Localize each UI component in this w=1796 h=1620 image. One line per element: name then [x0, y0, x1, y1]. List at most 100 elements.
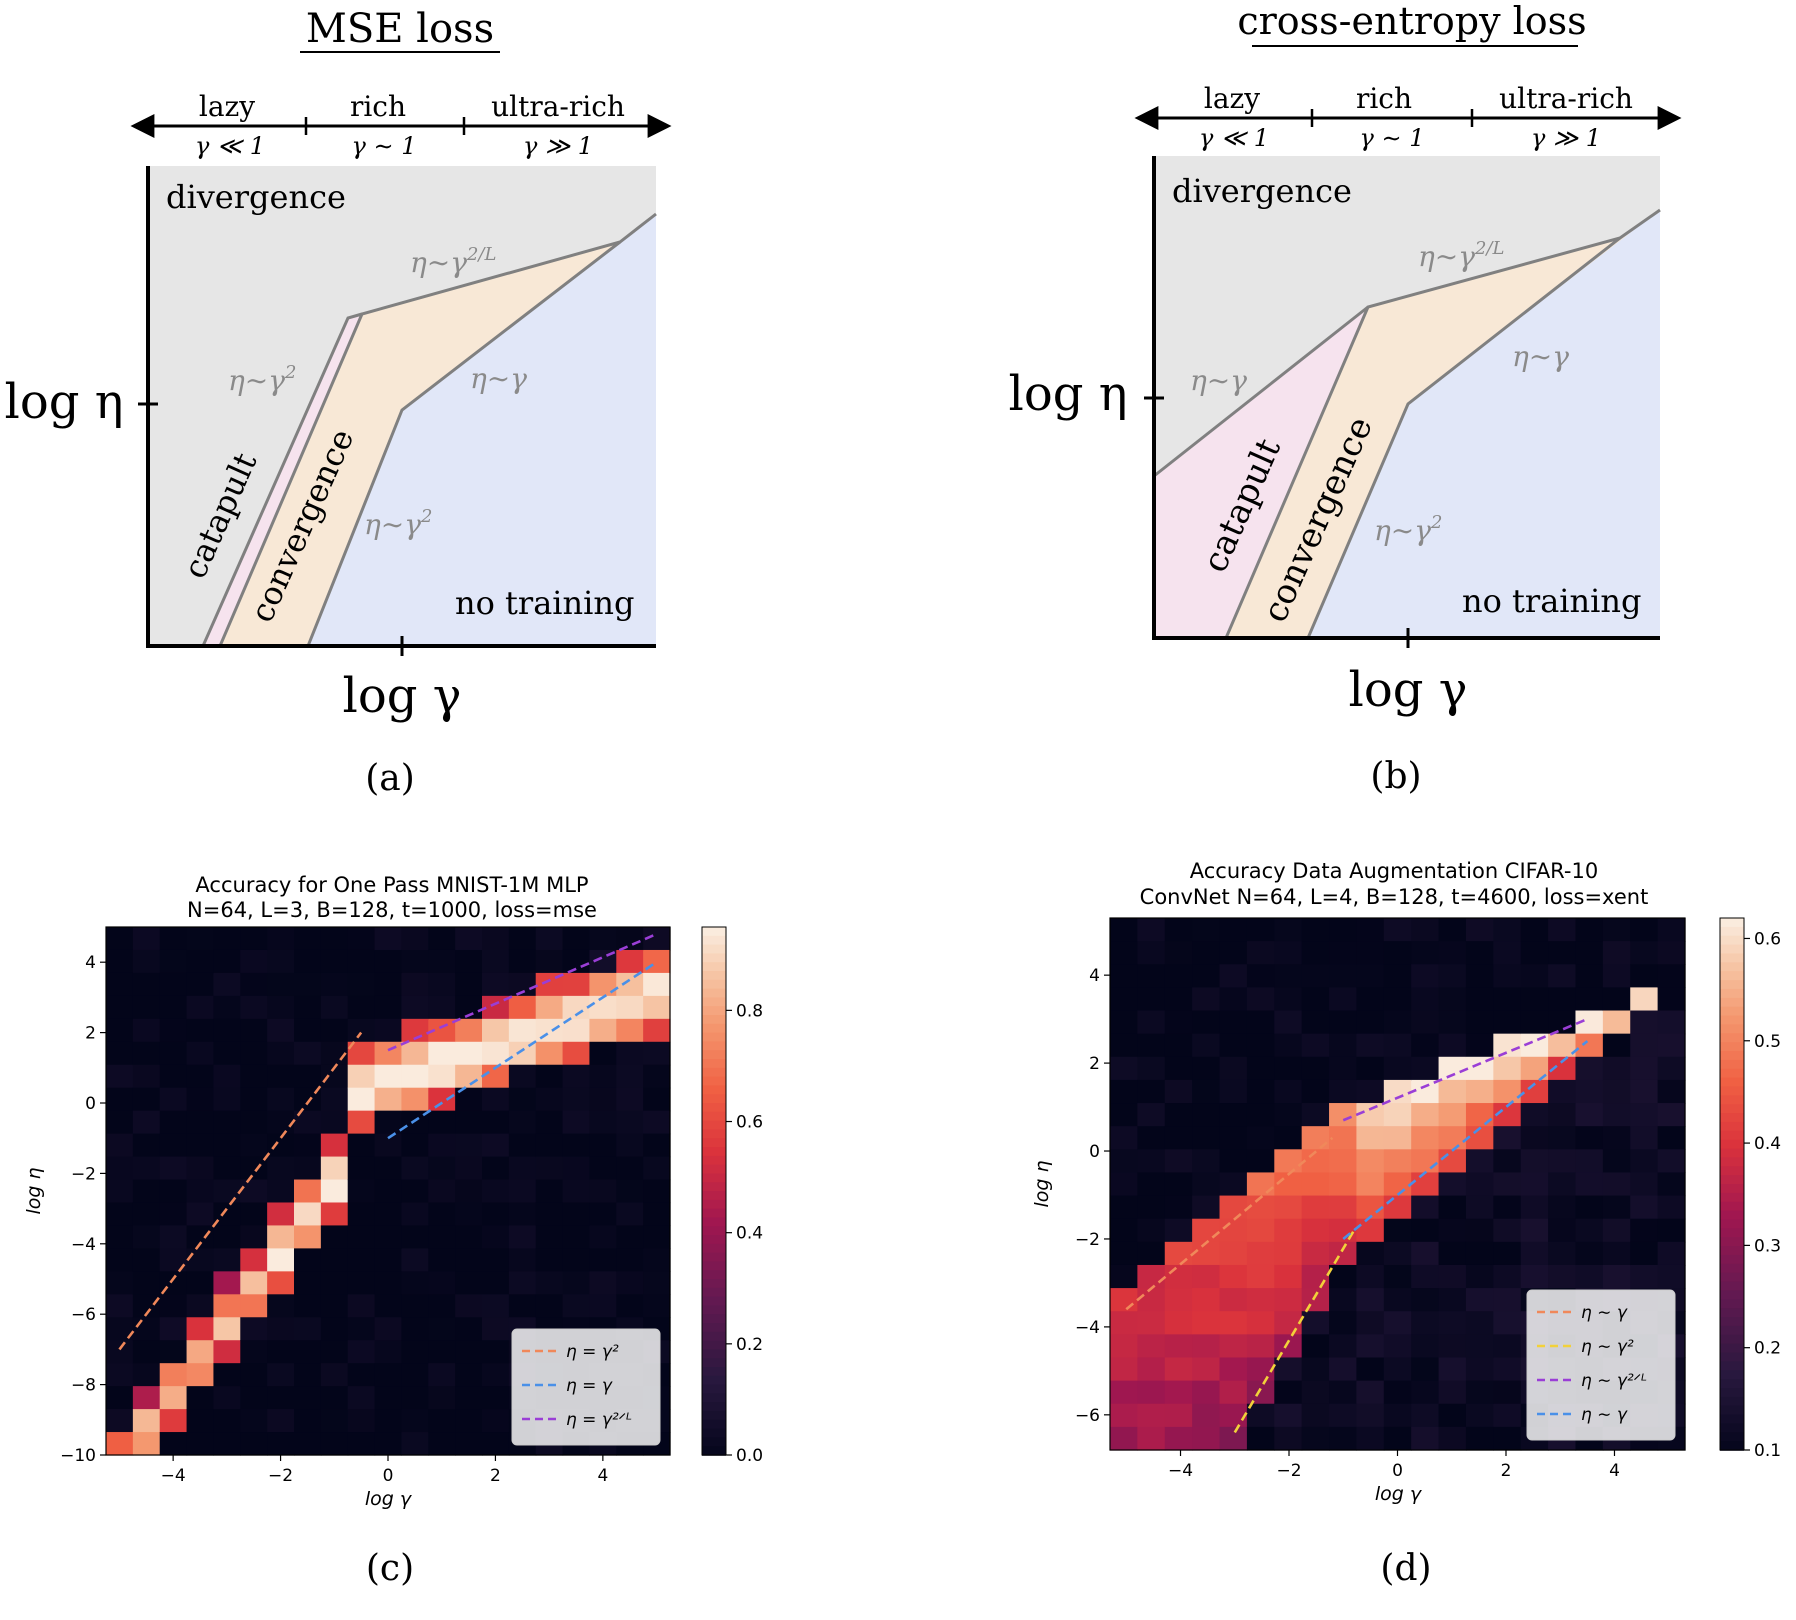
heatmap-cell — [1575, 1195, 1604, 1220]
colorbar-tick-label: 0.4 — [736, 1224, 763, 1244]
heatmap-cell — [1548, 1033, 1577, 1058]
colorbar-segment — [1720, 926, 1744, 937]
heatmap-cell — [1411, 1426, 1440, 1451]
heatmap-cell — [1465, 1149, 1494, 1174]
heatmap-cell — [159, 1041, 188, 1066]
heatmap-cell — [1602, 1172, 1631, 1197]
heatmap-cell — [428, 1225, 456, 1249]
heatmap-cell — [1329, 1103, 1358, 1127]
heatmap-cell — [320, 1409, 349, 1433]
heatmap-cell — [294, 1409, 322, 1433]
heatmap-cell — [428, 1133, 456, 1158]
heatmap-cell — [535, 1202, 564, 1227]
heatmap-cell — [1520, 987, 1549, 1012]
heatmap-cell — [482, 972, 510, 997]
heatmap-cell — [1274, 1288, 1303, 1312]
heatmap-cell — [562, 1018, 591, 1043]
heatmap-cell — [1465, 1033, 1494, 1058]
heatmap-cell — [1438, 1334, 1467, 1359]
colorbar-segment — [1720, 1361, 1744, 1371]
heatmap-cell — [347, 1248, 376, 1272]
heatmap-cell — [1110, 1218, 1138, 1243]
heatmap-cell — [589, 927, 617, 951]
colorbar-segment — [1720, 1095, 1744, 1105]
panel-a-regime-rich: rich — [350, 90, 406, 123]
heatmap-cell — [186, 1087, 215, 1112]
heatmap-cell — [589, 1179, 617, 1204]
heatmap-cell — [1575, 918, 1604, 942]
colorbar-segment — [702, 1235, 726, 1245]
panel-b-notraining-label: no training — [1462, 582, 1641, 620]
heatmap-cell — [1329, 964, 1358, 988]
heatmap-cell — [428, 1317, 456, 1341]
heatmap-cell — [213, 1156, 241, 1181]
heatmap-cell — [1137, 1172, 1166, 1197]
panel-b-boundary-label-3: η∼γ — [1512, 340, 1569, 373]
colorbar-segment — [1720, 1104, 1744, 1114]
colorbar-segment — [702, 962, 726, 972]
heatmap-cell — [347, 1087, 376, 1112]
panel-a-regime-lazy: lazy — [199, 90, 255, 123]
panel-a-title: MSE loss — [306, 6, 494, 52]
heatmap-cell — [159, 972, 188, 997]
colorbar-segment — [1720, 1379, 1744, 1389]
heatmap-cell — [294, 1317, 322, 1341]
heatmap-cell — [1602, 1149, 1631, 1174]
heatmap-cell — [1110, 1172, 1138, 1197]
heatmap-cell — [374, 1248, 403, 1272]
heatmap-cell — [1329, 918, 1358, 942]
heatmap-cell — [1329, 1149, 1358, 1174]
heatmap-cell — [213, 1248, 241, 1272]
heatmap-cell — [1465, 1334, 1494, 1359]
colorbar-segment — [702, 971, 726, 981]
heatmap-cell — [1493, 1010, 1522, 1035]
heatmap-cell — [508, 1156, 537, 1181]
heatmap-cell — [267, 972, 295, 997]
heatmap-cell — [1110, 941, 1138, 965]
heatmap-cell — [159, 995, 188, 1020]
heatmap-cell — [1520, 1056, 1549, 1081]
heatmap-cell — [213, 1432, 241, 1456]
colorbar-segment — [1720, 962, 1744, 972]
legend-label: η = γ²ᐟᴸ — [566, 1410, 632, 1430]
legend-label: η ∼ γ — [1581, 1405, 1628, 1425]
heatmap-cell — [1301, 1195, 1330, 1220]
panel-b-divergence-label: divergence — [1172, 172, 1352, 210]
heatmap-cell — [1219, 1056, 1248, 1081]
heatmap-cell — [1219, 1380, 1248, 1405]
heatmap-cell — [1356, 1380, 1385, 1405]
heatmap-cell — [1438, 941, 1467, 965]
heatmap-cell — [428, 1432, 456, 1456]
heatmap-cell — [1548, 1264, 1577, 1289]
heatmap-cell — [616, 949, 644, 974]
panel-a-boundary-label-3: η∼γ — [470, 362, 527, 395]
heatmap-cell — [1411, 1380, 1440, 1405]
heatmap-cell — [213, 995, 241, 1020]
y-tick-label: −4 — [71, 1235, 96, 1255]
heatmap-cell — [616, 1225, 644, 1249]
heatmap-cell — [1438, 987, 1467, 1012]
heatmap-cell — [294, 927, 322, 951]
heatmap-cell — [1246, 1149, 1275, 1174]
heatmap-cell — [401, 1179, 429, 1204]
heatmap-cell — [1219, 1218, 1248, 1243]
heatmap-cell — [1274, 1357, 1303, 1382]
heatmap-cell — [589, 1133, 617, 1158]
heatmap-cell — [1301, 1357, 1330, 1382]
panel-c-xlabel: log γ — [365, 1488, 413, 1510]
heatmap-cell — [1602, 964, 1631, 988]
panel-d-subtitle: ConvNet N=64, L=4, B=128, t=4600, loss=x… — [1140, 885, 1649, 909]
colorbar-segment — [1720, 1139, 1744, 1150]
heatmap-cell — [1329, 1172, 1358, 1197]
heatmap-cell — [589, 1041, 617, 1066]
heatmap-cell — [1110, 1357, 1138, 1382]
heatmap-cell — [374, 1271, 403, 1295]
heatmap-cell — [1493, 1403, 1522, 1428]
heatmap-cell — [1192, 1033, 1221, 1058]
heatmap-cell — [1301, 1241, 1330, 1266]
heatmap-cell — [1465, 1311, 1494, 1335]
heatmap-cell — [213, 1271, 241, 1295]
heatmap-cell — [1465, 1010, 1494, 1035]
heatmap-cell — [1493, 1103, 1522, 1127]
heatmap-cell — [1383, 941, 1412, 965]
